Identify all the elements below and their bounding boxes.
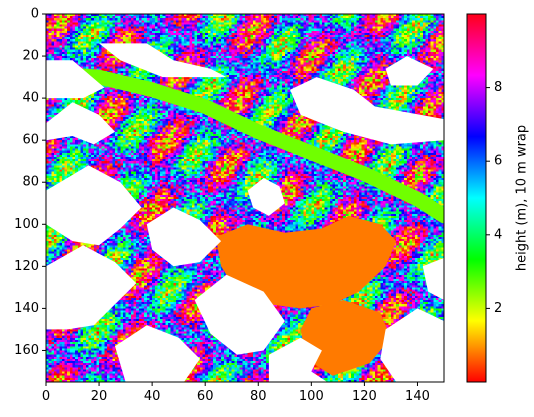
- masked-region: [46, 43, 105, 99]
- masked-region: [115, 325, 200, 382]
- y-tick-label: 100: [14, 217, 39, 232]
- colorbar-label: height (m), 10 m wrap: [515, 125, 530, 271]
- x-tick-label: 120: [352, 389, 377, 404]
- y-tick-label: 60: [22, 133, 39, 148]
- colorbar-ticks: 2 4 6 8: [486, 80, 502, 316]
- x-axis: 0 20 40 60 80 100 120 140: [42, 382, 430, 404]
- region-orange-lower-lobe: [300, 300, 391, 376]
- x-tick-label: 20: [91, 389, 108, 404]
- masked-region: [380, 308, 444, 382]
- region-orange-plateau: [215, 215, 397, 309]
- x-tick-label: 100: [299, 389, 324, 404]
- masked-region: [247, 178, 285, 216]
- y-tick-label: 120: [14, 259, 39, 274]
- y-tick-label: 160: [14, 343, 39, 358]
- y-tick-label: 20: [22, 49, 39, 64]
- plot-frame: [45, 13, 445, 383]
- colorbar-tick-label: 2: [494, 301, 502, 316]
- masked-region: [422, 257, 444, 300]
- masked-region: [290, 77, 444, 145]
- masked-region: [268, 337, 328, 382]
- y-tick-label: 80: [22, 175, 39, 190]
- y-tick-label: 40: [22, 91, 39, 106]
- masked-region: [46, 165, 142, 246]
- y-tick-label: 140: [14, 301, 39, 316]
- colorbar-tick-label: 4: [494, 227, 502, 242]
- x-tick-label: 0: [42, 389, 50, 404]
- y-axis: 0 20 40 60 80 100 120 140 160: [14, 7, 46, 358]
- masked-region: [99, 43, 227, 78]
- x-tick-label: 80: [250, 389, 267, 404]
- masked-region: [385, 56, 434, 86]
- x-tick-label: 40: [144, 389, 161, 404]
- masked-region: [46, 245, 137, 330]
- colorbar-tick-label: 8: [494, 80, 502, 95]
- colorbar: [466, 13, 487, 383]
- region-river-channel: [46, 65, 444, 224]
- masked-region: [194, 274, 285, 355]
- colorbar-tick-label: 6: [494, 154, 502, 169]
- heatmap-regions: [46, 43, 444, 382]
- x-tick-label: 140: [405, 389, 430, 404]
- y-tick-label: 0: [31, 7, 39, 22]
- masked-region: [46, 102, 115, 145]
- masked-region: [146, 207, 222, 267]
- x-tick-label: 60: [197, 389, 214, 404]
